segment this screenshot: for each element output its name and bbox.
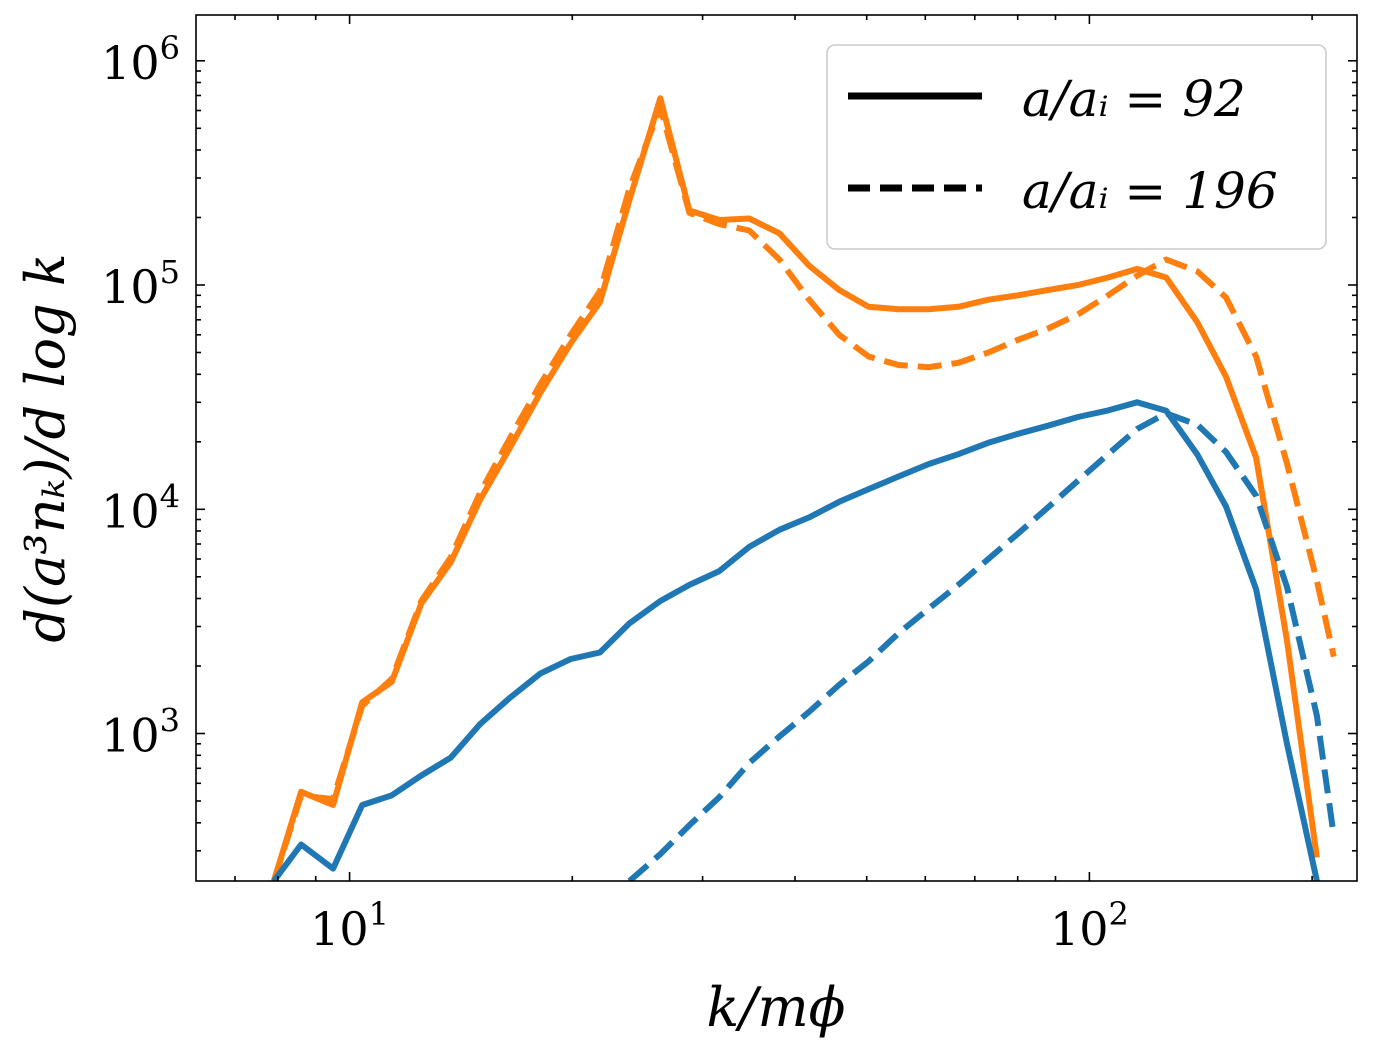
x-axis-label-text: k/mϕ [707, 976, 846, 1039]
legend-label-196: a/aᵢ = 196 [1022, 162, 1278, 220]
series-line-3 [627, 410, 1337, 881]
y-tick-label: 103 [101, 702, 180, 763]
x-axis-label: k/mϕ [707, 976, 846, 1039]
y-tick-label: 106 [101, 29, 180, 90]
legend-label-92: a/aᵢ = 92 [1022, 70, 1246, 128]
ticks-layer: 101 102 103 104 105 106 [101, 15, 1357, 956]
y-axis-label-text: d(a³nₖ)/d log k [14, 253, 77, 642]
x-tick-label: 102 [1050, 895, 1129, 956]
series-line-2 [271, 399, 1321, 881]
series-1 [271, 104, 1337, 881]
series-line-1 [271, 104, 1337, 881]
series-2 [271, 399, 1321, 881]
y-axis-label: d(a³nₖ)/d log k [14, 253, 77, 642]
plot-frame [195, 14, 1358, 882]
x-tick-label: 101 [310, 895, 389, 956]
series-3 [627, 410, 1337, 881]
series-layer [271, 95, 1337, 881]
y-tick-label: 104 [101, 477, 180, 538]
y-tick-label: 105 [101, 253, 180, 314]
legend: a/aᵢ = 92 a/aᵢ = 196 [826, 44, 1327, 250]
